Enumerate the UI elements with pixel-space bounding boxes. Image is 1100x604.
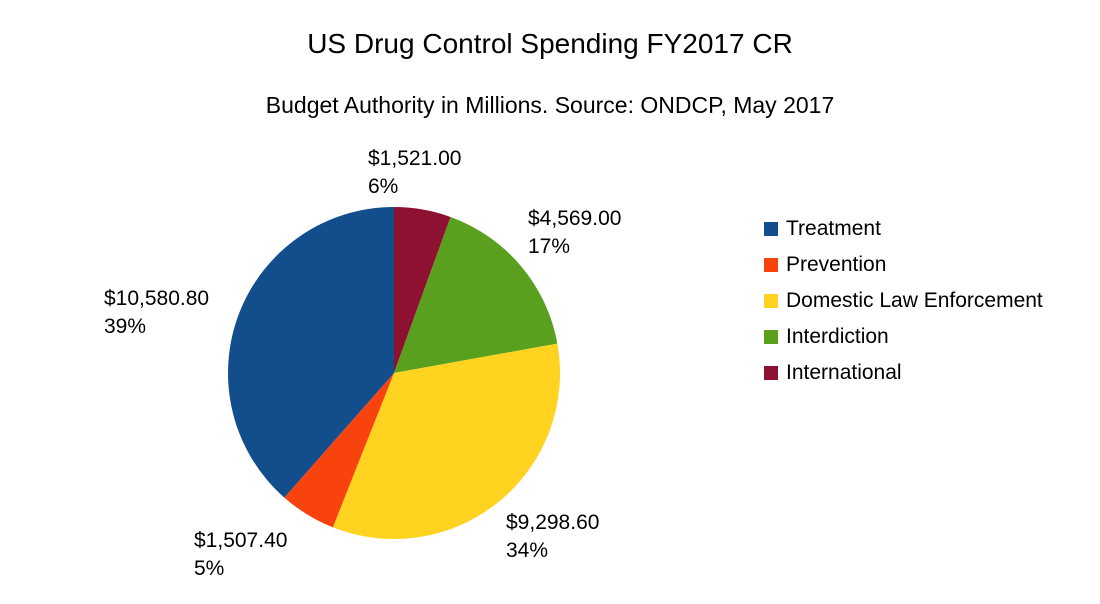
legend-swatch-icon: [764, 222, 778, 236]
legend: Treatment Prevention Domestic Law Enforcem…: [764, 211, 1043, 391]
chart-title: US Drug Control Spending FY2017 CR: [307, 28, 793, 59]
legend-swatch-icon: [764, 330, 778, 344]
legend-item-interdiction: Interdiction: [764, 319, 1043, 355]
legend-swatch-icon: [764, 366, 778, 380]
pie-chart: [228, 207, 560, 539]
data-label-value: $1,507.40: [194, 529, 288, 552]
data-label-value: $1,521.00: [368, 147, 462, 170]
chart-subtitle: Budget Authority in Millions. Source: ON…: [265, 92, 835, 118]
pie-slice-interdiction: [394, 216, 558, 373]
legend-label: Treatment: [786, 217, 881, 240]
pie-slice-domestic-law-enforcement: [332, 343, 560, 539]
data-label-international: $1,521.00 6%: [368, 145, 461, 201]
data-label-percent: 6%: [368, 175, 399, 198]
data-label-value: $9,298.60: [506, 511, 600, 534]
data-label-value: $10,580.80: [104, 287, 210, 310]
data-label-interdiction: $4,569.00 17%: [528, 205, 621, 261]
legend-label: International: [786, 361, 902, 384]
legend-label: Prevention: [786, 253, 887, 276]
pie-slice-international: [394, 207, 451, 373]
legend-label: Domestic Law Enforcement: [786, 289, 1043, 312]
legend-item-prevention: Prevention: [764, 247, 1043, 283]
legend-label: Interdiction: [786, 325, 889, 348]
data-label-percent: 17%: [528, 235, 571, 258]
legend-item-international: International: [764, 355, 1043, 391]
data-label-percent: 5%: [194, 557, 225, 580]
data-label-domestic-law-enforcement: $9,298.60 34%: [506, 509, 599, 565]
data-label-percent: 34%: [506, 539, 549, 562]
data-label-value: $4,569.00: [528, 207, 622, 230]
data-label-treatment: $10,580.80 39%: [104, 285, 209, 341]
legend-item-domestic-law-enforcement: Domestic Law Enforcement: [764, 283, 1043, 319]
legend-swatch-icon: [764, 258, 778, 272]
legend-item-treatment: Treatment: [764, 211, 1043, 247]
pie-slice-prevention: [284, 373, 394, 528]
pie-slice-treatment: [228, 207, 394, 498]
data-label-percent: 39%: [104, 315, 147, 338]
legend-swatch-icon: [764, 294, 778, 308]
data-label-prevention: $1,507.40 5%: [194, 527, 287, 583]
